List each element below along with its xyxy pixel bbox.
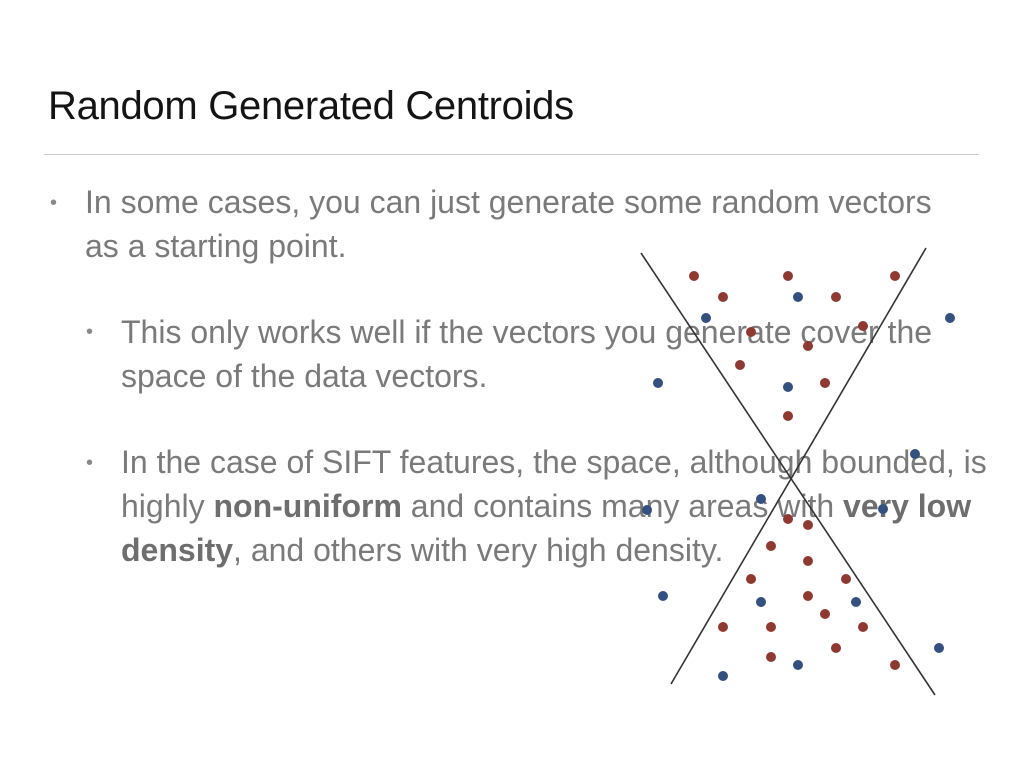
bullet-3-part-2: and contains many areas with (401, 488, 844, 524)
blue-centroid-point (718, 671, 728, 681)
blue-centroid-point (934, 643, 944, 653)
red-data-point (718, 292, 728, 302)
red-data-point (783, 411, 793, 421)
blue-centroid-point (756, 597, 766, 607)
bullet-3-part-1: In the case of SIFT features, the space,… (121, 444, 987, 524)
red-data-point (831, 643, 841, 653)
red-data-point (820, 609, 830, 619)
blue-centroid-point (945, 313, 955, 323)
bullet-2-text: This only works well if the vectors you … (121, 314, 933, 394)
red-data-point (858, 622, 868, 632)
blue-centroid-point (851, 597, 861, 607)
red-data-point (841, 574, 851, 584)
cross-line-1 (640, 252, 936, 696)
bullet-marker: • (50, 192, 58, 214)
bullet-3-text: In the case of SIFT features, the space,… (121, 440, 991, 572)
title-divider (44, 154, 979, 155)
red-data-point (783, 514, 793, 524)
red-data-point (766, 652, 776, 662)
red-data-point (803, 556, 813, 566)
blue-centroid-point (878, 504, 888, 514)
bullet-3-emphasis-nonuniform: non-uniform (213, 488, 402, 524)
blue-centroid-point (910, 449, 920, 459)
red-data-point (746, 327, 756, 337)
blue-centroid-point (793, 292, 803, 302)
cross-line-2 (670, 247, 927, 685)
red-data-point (783, 271, 793, 281)
blue-centroid-point (653, 378, 663, 388)
blue-centroid-point (658, 591, 668, 601)
blue-centroid-point (783, 382, 793, 392)
red-data-point (718, 622, 728, 632)
red-data-point (890, 660, 900, 670)
blue-centroid-point (793, 660, 803, 670)
blue-centroid-point (701, 313, 711, 323)
red-data-point (890, 271, 900, 281)
red-data-point (735, 360, 745, 370)
bullet-3-emphasis-low-density: very low density (121, 488, 972, 568)
red-data-point (803, 520, 813, 530)
red-data-point (689, 271, 699, 281)
slide-title: Random Generated Centroids (48, 84, 574, 128)
blue-centroid-point (642, 505, 652, 515)
red-data-point (803, 341, 813, 351)
bullet-marker: • (86, 321, 94, 343)
red-data-point (803, 591, 813, 601)
red-data-point (858, 321, 868, 331)
bullet-marker: • (86, 452, 94, 474)
bullet-1-text: In some cases, you can just generate som… (85, 184, 932, 264)
red-data-point (766, 622, 776, 632)
red-data-point (746, 574, 756, 584)
bullet-3-part-3: , and others with very high density. (233, 532, 724, 568)
red-data-point (820, 378, 830, 388)
blue-centroid-point (756, 494, 766, 504)
red-data-point (831, 292, 841, 302)
red-data-point (766, 541, 776, 551)
